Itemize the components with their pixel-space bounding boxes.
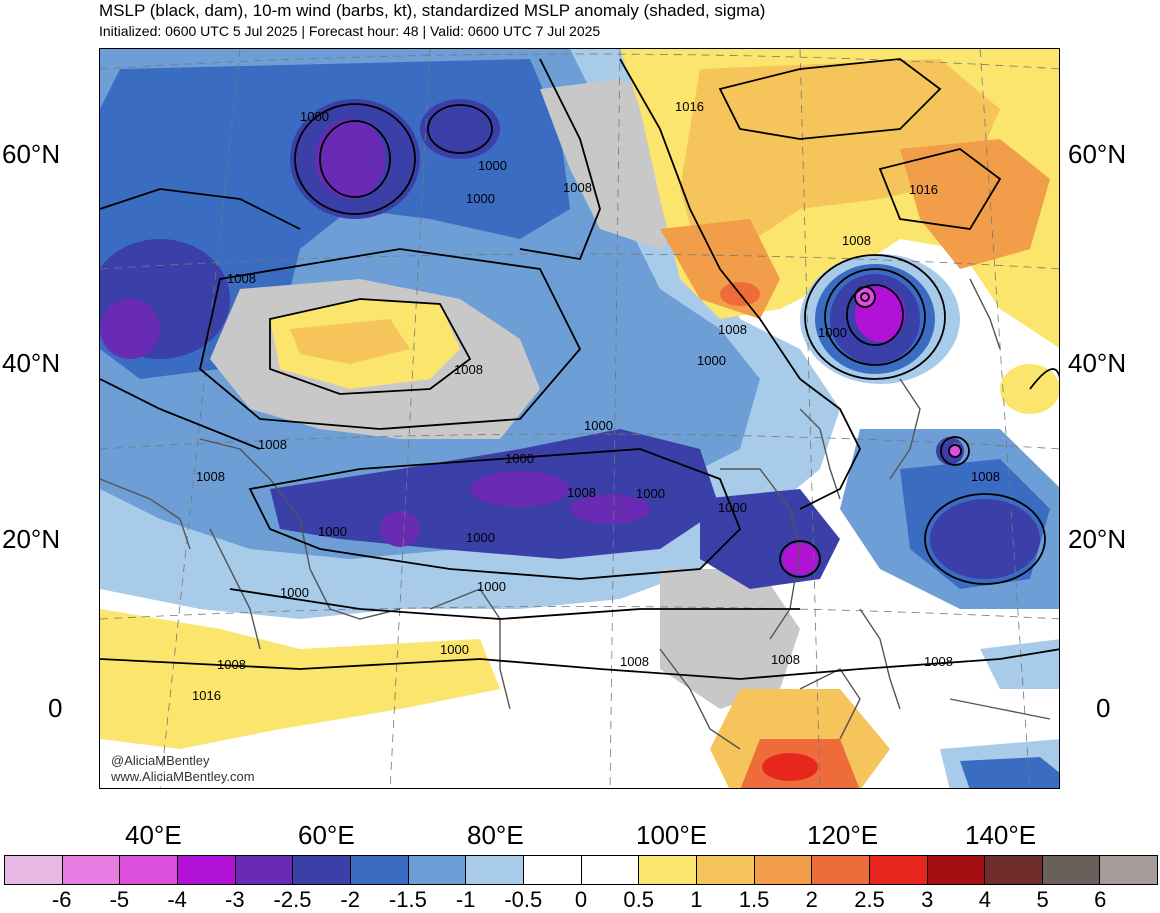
forecast-map: 1016 1000 1000 1000 1008 1008 1016 1008 … xyxy=(99,48,1060,789)
colorbar-tick-label: 5 xyxy=(1036,887,1049,912)
lat-label-left: 40°N xyxy=(2,348,61,378)
colorbar-tick-label: -4 xyxy=(167,887,187,912)
colorbar-tick-label: -3 xyxy=(225,887,245,912)
isobar-label: 1008 xyxy=(620,654,649,669)
isobar-label: 1008 xyxy=(924,654,953,669)
isobar-label: 1000 xyxy=(818,325,847,340)
colorbar-segment xyxy=(523,856,582,884)
colorbar-tick-label: 1.5 xyxy=(738,887,770,912)
isobar-label: 1000 xyxy=(478,158,507,173)
isobar-label: 1000 xyxy=(280,585,309,600)
colorbar-tick-label: -6 xyxy=(51,887,72,912)
colorbar-segment xyxy=(408,856,467,884)
isobar-label: 1008 xyxy=(217,657,246,672)
map-subtitle: Initialized: 0600 UTC 5 Jul 2025 | Forec… xyxy=(99,23,601,39)
colorbar-tick-label: 3 xyxy=(921,887,934,912)
isobar-label: 1008 xyxy=(971,469,1000,484)
isobar-label: 1008 xyxy=(258,437,287,452)
lat-label-right: 40°N xyxy=(1068,348,1127,378)
isobar-label: 1008 xyxy=(196,469,225,484)
lat-label-right: 20°N xyxy=(1068,524,1127,554)
colorbar-segment xyxy=(120,856,178,884)
isobar-label: 1008 xyxy=(567,485,596,500)
colorbar-segment xyxy=(1042,856,1101,884)
colorbar-tick-label: 0.5 xyxy=(623,887,654,912)
colorbar-segment xyxy=(581,856,640,884)
colorbar-tick-label: 2 xyxy=(805,887,818,912)
colorbar-tick-label: 6 xyxy=(1094,887,1107,912)
colorbar-tick-label: -0.5 xyxy=(504,887,543,912)
isobar-label: 1000 xyxy=(440,642,469,657)
colorbar-segment xyxy=(927,856,986,884)
colorbar-segment xyxy=(62,856,121,884)
isobar-label: 1016 xyxy=(909,182,938,197)
colorbar-tick-label: 4 xyxy=(978,887,992,912)
credit-handle: @AliciaMBentley xyxy=(111,753,210,768)
lon-label: 60°E xyxy=(298,820,355,850)
isobar-label: 1008 xyxy=(454,362,483,377)
map-canvas: 1016 1000 1000 1000 1008 1008 1016 1008 … xyxy=(100,49,1059,788)
colorbar-segment xyxy=(985,856,1043,884)
anomaly-colorbar xyxy=(4,855,1158,885)
lat-label-left: 20°N xyxy=(2,524,61,554)
lat-label-left: 0 xyxy=(48,693,63,723)
isobar-label: 1008 xyxy=(842,233,871,248)
isobar-label: 1000 xyxy=(466,191,495,206)
colorbar-tick-label: 1 xyxy=(690,887,703,912)
lon-label: 80°E xyxy=(467,820,524,850)
isobars xyxy=(100,58,1059,680)
colorbar-segment xyxy=(350,856,409,884)
colorbar-tick-label: -2 xyxy=(340,887,360,912)
isobar-label: 1008 xyxy=(227,271,256,286)
colorbar-tick-label: -2.5 xyxy=(273,887,312,912)
colorbar-segment xyxy=(293,856,351,884)
lat-label-right: 60°N xyxy=(1068,139,1127,169)
isobar-label: 1000 xyxy=(466,530,495,545)
isobar-label: 1016 xyxy=(675,99,704,114)
isobar-label: 1008 xyxy=(718,322,747,337)
colorbar-segment xyxy=(869,856,928,884)
colorbar-tick-label: -5 xyxy=(109,887,130,912)
lon-label: 140°E xyxy=(965,820,1037,850)
isobar-labels: 1016 1000 1000 1000 1008 1008 1016 1008 … xyxy=(192,99,1000,703)
isobar-label: 1000 xyxy=(636,486,665,501)
colorbar-segment xyxy=(754,856,813,884)
colorbar-tick-label: 2.5 xyxy=(854,887,885,912)
isobar-label: 1000 xyxy=(318,524,347,539)
colorbar-segment xyxy=(177,856,236,884)
lat-label-left: 60°N xyxy=(2,139,61,169)
isobar-label: 1000 xyxy=(505,451,534,466)
isobar-label: 1008 xyxy=(563,180,592,195)
isobar-label: 1000 xyxy=(718,500,747,515)
colorbar-tick-label: 0 xyxy=(574,887,588,912)
isobar-label: 1016 xyxy=(192,688,221,703)
colorbar-segment xyxy=(235,856,294,884)
lat-label-right: 0 xyxy=(1096,693,1111,723)
credit-website: www.AliciaMBentley.com xyxy=(111,769,255,784)
isobar-label: 1000 xyxy=(697,353,726,368)
lon-label: 40°E xyxy=(125,820,182,850)
colorbar-tick-label: -1.5 xyxy=(388,887,427,912)
isobar-label: 1008 xyxy=(771,652,800,667)
map-title: MSLP (black, dam), 10-m wind (barbs, kt)… xyxy=(99,1,766,20)
lon-label: 120°E xyxy=(807,820,879,850)
lon-label: 100°E xyxy=(636,820,708,850)
anomaly-shading xyxy=(100,49,1059,788)
isobar-label: 1000 xyxy=(584,418,613,433)
colorbar-segment xyxy=(812,856,870,884)
colorbar-segment xyxy=(696,856,755,884)
isobar-label: 1000 xyxy=(477,579,506,594)
colorbar-tick-label: -1 xyxy=(455,887,476,912)
colorbar-segment xyxy=(5,856,63,884)
isobar-label: 1000 xyxy=(300,109,329,124)
colorbar-segment xyxy=(466,856,524,884)
colorbar-segment xyxy=(1100,856,1158,884)
colorbar-segment xyxy=(639,856,697,884)
